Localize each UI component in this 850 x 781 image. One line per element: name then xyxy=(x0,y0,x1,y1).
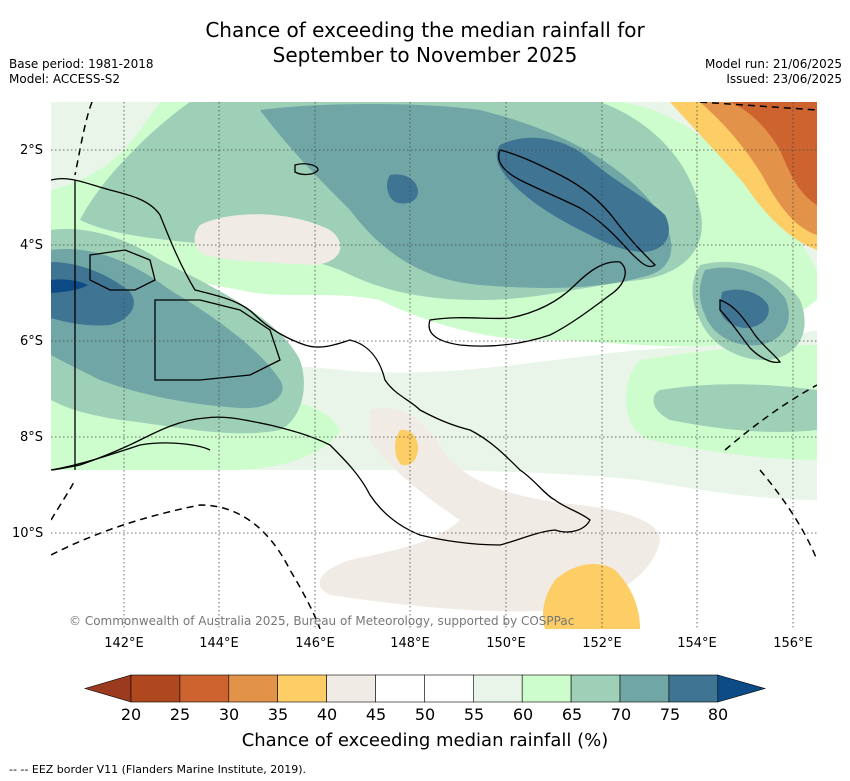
colorbar-segment-65 xyxy=(570,674,621,703)
lon-label-150e: 150°E xyxy=(486,636,526,651)
zone-dark-teal-north xyxy=(496,137,669,252)
colorbar-segment-50 xyxy=(424,674,474,703)
colorbar-segment-55 xyxy=(472,674,523,703)
eez-border-northwest xyxy=(74,102,93,176)
copyright-notice: © Commonwealth of Australia 2025, Bureau… xyxy=(69,614,575,628)
eez-border-east-lower xyxy=(759,469,817,561)
colorbar-tick-30: 30 xyxy=(218,705,240,724)
model-run: Model run: 21/06/2025 xyxy=(704,57,842,71)
eez-border-west-edge xyxy=(51,479,76,521)
colorbar-segment-20 xyxy=(130,674,181,703)
zone-orange-south xyxy=(543,564,640,629)
colorbar-tick-55: 55 xyxy=(463,705,485,724)
lon-label-144e: 144°E xyxy=(199,636,239,651)
bougainville-coast xyxy=(719,299,782,364)
lon-label-154e: 154°E xyxy=(677,636,717,651)
lon-label-152e: 152°E xyxy=(582,636,622,651)
base-period-info: Base period: 1981-2018 Model: ACCESS-S2 xyxy=(9,57,154,87)
colorbar-tick-80: 80 xyxy=(707,705,729,724)
eez-border-southwest xyxy=(51,504,321,629)
new-ireland-coast xyxy=(498,149,657,268)
eez-border-northeast xyxy=(699,102,817,111)
colorbar-under-arrow xyxy=(83,674,132,703)
colorbar-tick-75: 75 xyxy=(659,705,681,724)
png-southern-coast xyxy=(51,442,211,471)
zone-dark-teal-east xyxy=(719,289,769,328)
lon-label-156e: 156°E xyxy=(773,636,813,651)
colorbar-tick-20: 20 xyxy=(120,705,142,724)
zone-dark-teal-bismarck xyxy=(387,174,418,204)
lat-label-2s: 2°S xyxy=(20,143,44,158)
new-guinea-coast xyxy=(51,178,591,546)
colorbar-tick-45: 45 xyxy=(365,705,387,724)
zone-red-orange-ne xyxy=(730,102,817,205)
lon-label-142e: 142°E xyxy=(104,636,144,651)
colorbar-tick-35: 35 xyxy=(267,705,289,724)
title-line-2: September to November 2025 xyxy=(272,43,578,67)
lat-label-10s: 10°S xyxy=(12,526,44,541)
new-britain-coast xyxy=(428,261,626,347)
probability-zones xyxy=(51,102,817,629)
lat-label-8s: 8°S xyxy=(20,430,44,445)
lon-label-148e: 148°E xyxy=(390,636,430,651)
eez-legend: -- -- EEZ border V11 (Flanders Marine In… xyxy=(9,763,307,776)
colorbar-tick-40: 40 xyxy=(316,705,338,724)
eez-borders xyxy=(51,102,817,629)
colorbar-tick-65: 65 xyxy=(561,705,583,724)
issued-date: Issued: 23/06/2025 xyxy=(726,72,842,86)
lat-label-6s: 6°S xyxy=(20,334,44,349)
base-period: Base period: 1981-2018 xyxy=(9,57,154,71)
colorbar-segment-75 xyxy=(668,674,719,703)
eez-border-east xyxy=(724,384,817,451)
province-border-north xyxy=(89,249,156,291)
colorbar-label: Chance of exceeding median rainfall (%) xyxy=(241,730,609,751)
zone-darkest-blue-west xyxy=(51,279,88,293)
colorbar-tick-60: 60 xyxy=(512,705,534,724)
colorbar-segment-60 xyxy=(521,674,572,703)
colorbar-segment-25 xyxy=(179,674,230,703)
chart-title: Chance of exceeding the median rainfall … xyxy=(0,18,850,68)
colorbar-tick-25: 25 xyxy=(169,705,191,724)
colorbar-segment-70 xyxy=(619,674,670,703)
colorbar-segment-35 xyxy=(277,674,327,703)
colorbar-tick-70: 70 xyxy=(610,705,632,724)
zone-dark-teal-west xyxy=(51,262,134,326)
zone-orange-mid xyxy=(395,429,418,466)
colorbar-tick-50: 50 xyxy=(414,705,436,724)
colorbar-segment-30 xyxy=(228,674,279,703)
manus-island-coast xyxy=(294,163,319,176)
model-name: Model: ACCESS-S2 xyxy=(9,72,121,86)
zone-beige-center xyxy=(194,214,341,265)
colorbar-over-arrow xyxy=(717,674,767,703)
model-run-info: Model run: 21/06/2025 Issued: 23/06/2025 xyxy=(705,57,842,87)
colorbar-segment-40 xyxy=(326,674,376,703)
lon-label-146e: 146°E xyxy=(295,636,335,651)
colorbar-segment-45 xyxy=(375,674,425,703)
title-line-1: Chance of exceeding the median rainfall … xyxy=(205,18,645,42)
lat-label-4s: 4°S xyxy=(20,238,44,253)
province-border-central xyxy=(154,299,281,381)
zone-teal-light-se xyxy=(653,384,817,432)
colorbar xyxy=(83,674,767,703)
coastlines xyxy=(51,149,782,546)
